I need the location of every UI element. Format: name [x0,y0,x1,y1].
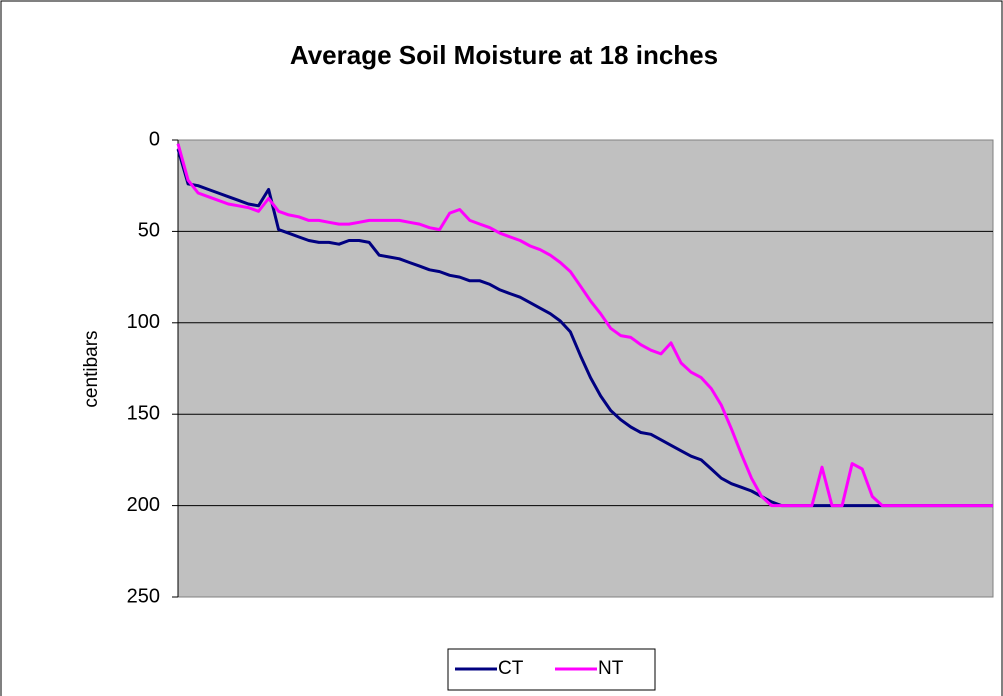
y-tick-label: 200 [127,494,160,516]
legend-label: NT [598,658,624,679]
legend-label: CT [498,658,524,679]
y-tick-label: 50 [138,220,160,242]
series-line [176,143,993,508]
y-tick-label: 250 [127,585,160,607]
chart-title: Average Soil Moisture at 18 inches [290,40,718,70]
y-tick-label: 0 [149,128,160,150]
series-line [176,148,993,508]
y-tick-label: 150 [127,402,160,424]
y-tick-label: 100 [127,311,160,333]
y-axis-label: centibars [81,330,102,407]
